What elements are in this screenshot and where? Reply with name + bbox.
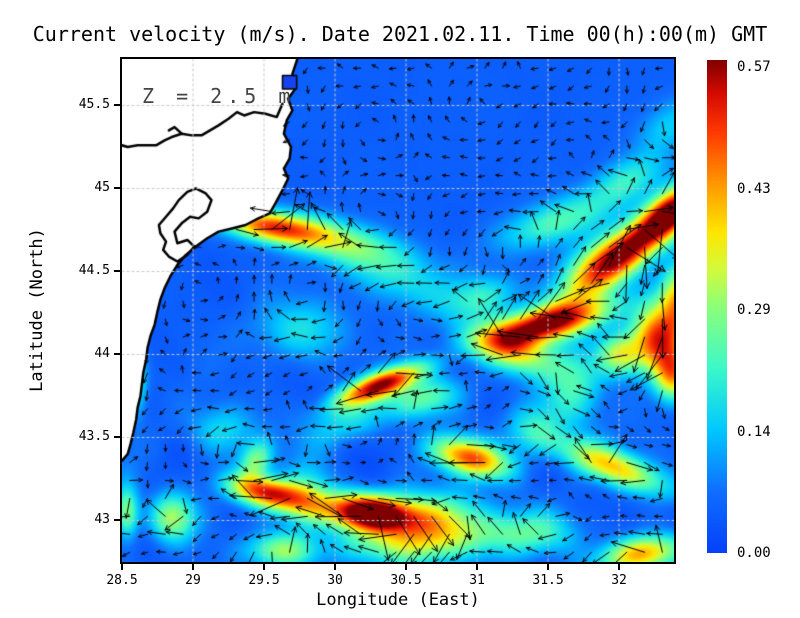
figure-title: Current velocity (m/s). Date 2021.02.11.… [32,22,768,46]
x-axis-tick-label: 31.5 [532,573,564,588]
velocity-field-canvas [122,59,674,562]
x-axis-tick-label: 28.5 [106,573,138,588]
y-axis-tick [114,270,120,273]
x-axis-tick-label: 31 [469,573,485,588]
y-axis-tick-label: 43 [94,512,110,528]
x-axis-tick [192,564,194,570]
y-axis-tick-label: 45 [94,180,110,196]
x-axis-tick-label: 30.5 [390,573,422,588]
y-axis-tick-label: 43.5 [78,429,110,445]
y-axis-tick [114,436,120,439]
x-axis-tick [618,564,621,570]
x-axis-tick [121,564,123,570]
y-axis-title: Latitude (North) [27,228,47,392]
y-axis-tick [114,104,120,107]
y-axis-tick-label: 44 [94,346,110,362]
x-axis-tick-label: 30 [327,573,343,588]
x-axis-tick [405,564,408,570]
velocity-colorbar [707,60,727,553]
depth-annotation: Z = 2.5 m [142,84,296,108]
colorbar-tick-label: 0.43 [737,180,771,197]
x-axis-tick-label: 32 [611,573,627,588]
x-axis-tick [547,564,550,570]
x-axis-tick [476,564,479,570]
map-plot-frame [120,57,676,564]
x-axis-tick-label: 29.5 [248,573,280,588]
colorbar-tick-label: 0.00 [737,545,771,561]
x-axis-title: Longitude (East) [316,590,480,610]
x-axis-tick-label: 29 [185,573,201,588]
x-axis-tick [334,564,337,570]
y-axis-tick [114,187,120,190]
y-axis-tick [114,353,120,356]
y-axis-tick-label: 45.5 [78,97,110,113]
x-axis-tick [263,564,265,570]
y-axis-tick [114,519,120,522]
colorbar-tick-label: 0.57 [737,59,771,75]
y-axis-tick-label: 44.5 [78,263,110,279]
colorbar-tick-label: 0.29 [737,302,771,318]
colorbar-tick-label: 0.14 [737,423,771,440]
